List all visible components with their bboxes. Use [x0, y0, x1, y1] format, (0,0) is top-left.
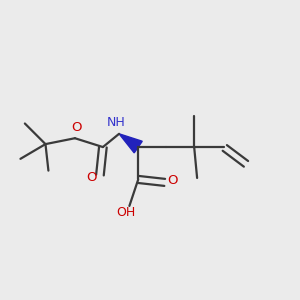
Polygon shape: [119, 134, 142, 153]
Text: NH: NH: [107, 116, 125, 128]
Text: O: O: [86, 172, 97, 184]
Text: O: O: [167, 174, 177, 188]
Text: O: O: [71, 121, 82, 134]
Text: OH: OH: [116, 206, 136, 219]
